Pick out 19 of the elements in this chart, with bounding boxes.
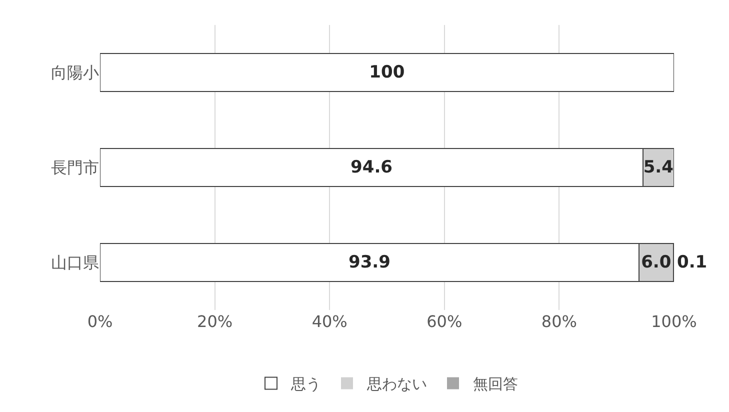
y-tick-label: 山口県 xyxy=(51,253,99,272)
legend-label: 無回答 xyxy=(473,375,518,394)
x-tick-label: 60% xyxy=(426,312,462,331)
data-label: 6.0 xyxy=(641,252,672,272)
data-label: 5.4 xyxy=(643,158,674,178)
y-tick-label: 長門市 xyxy=(51,158,99,178)
legend-label: 思う xyxy=(290,375,321,394)
x-tick-label: 40% xyxy=(312,312,348,331)
x-tick-label: 20% xyxy=(197,312,233,331)
x-tick-label: 0% xyxy=(87,312,113,331)
data-label: 0.1 xyxy=(677,252,708,272)
data-label: 94.6 xyxy=(350,158,392,178)
data-label: 100 xyxy=(369,62,405,82)
bar xyxy=(100,53,674,92)
y-tick-label: 向陽小 xyxy=(51,63,99,82)
legend-label: 思わない xyxy=(366,375,427,394)
x-tick-label: 80% xyxy=(541,312,577,331)
x-tick-label: 100% xyxy=(651,312,697,331)
data-label: 93.9 xyxy=(348,252,390,272)
